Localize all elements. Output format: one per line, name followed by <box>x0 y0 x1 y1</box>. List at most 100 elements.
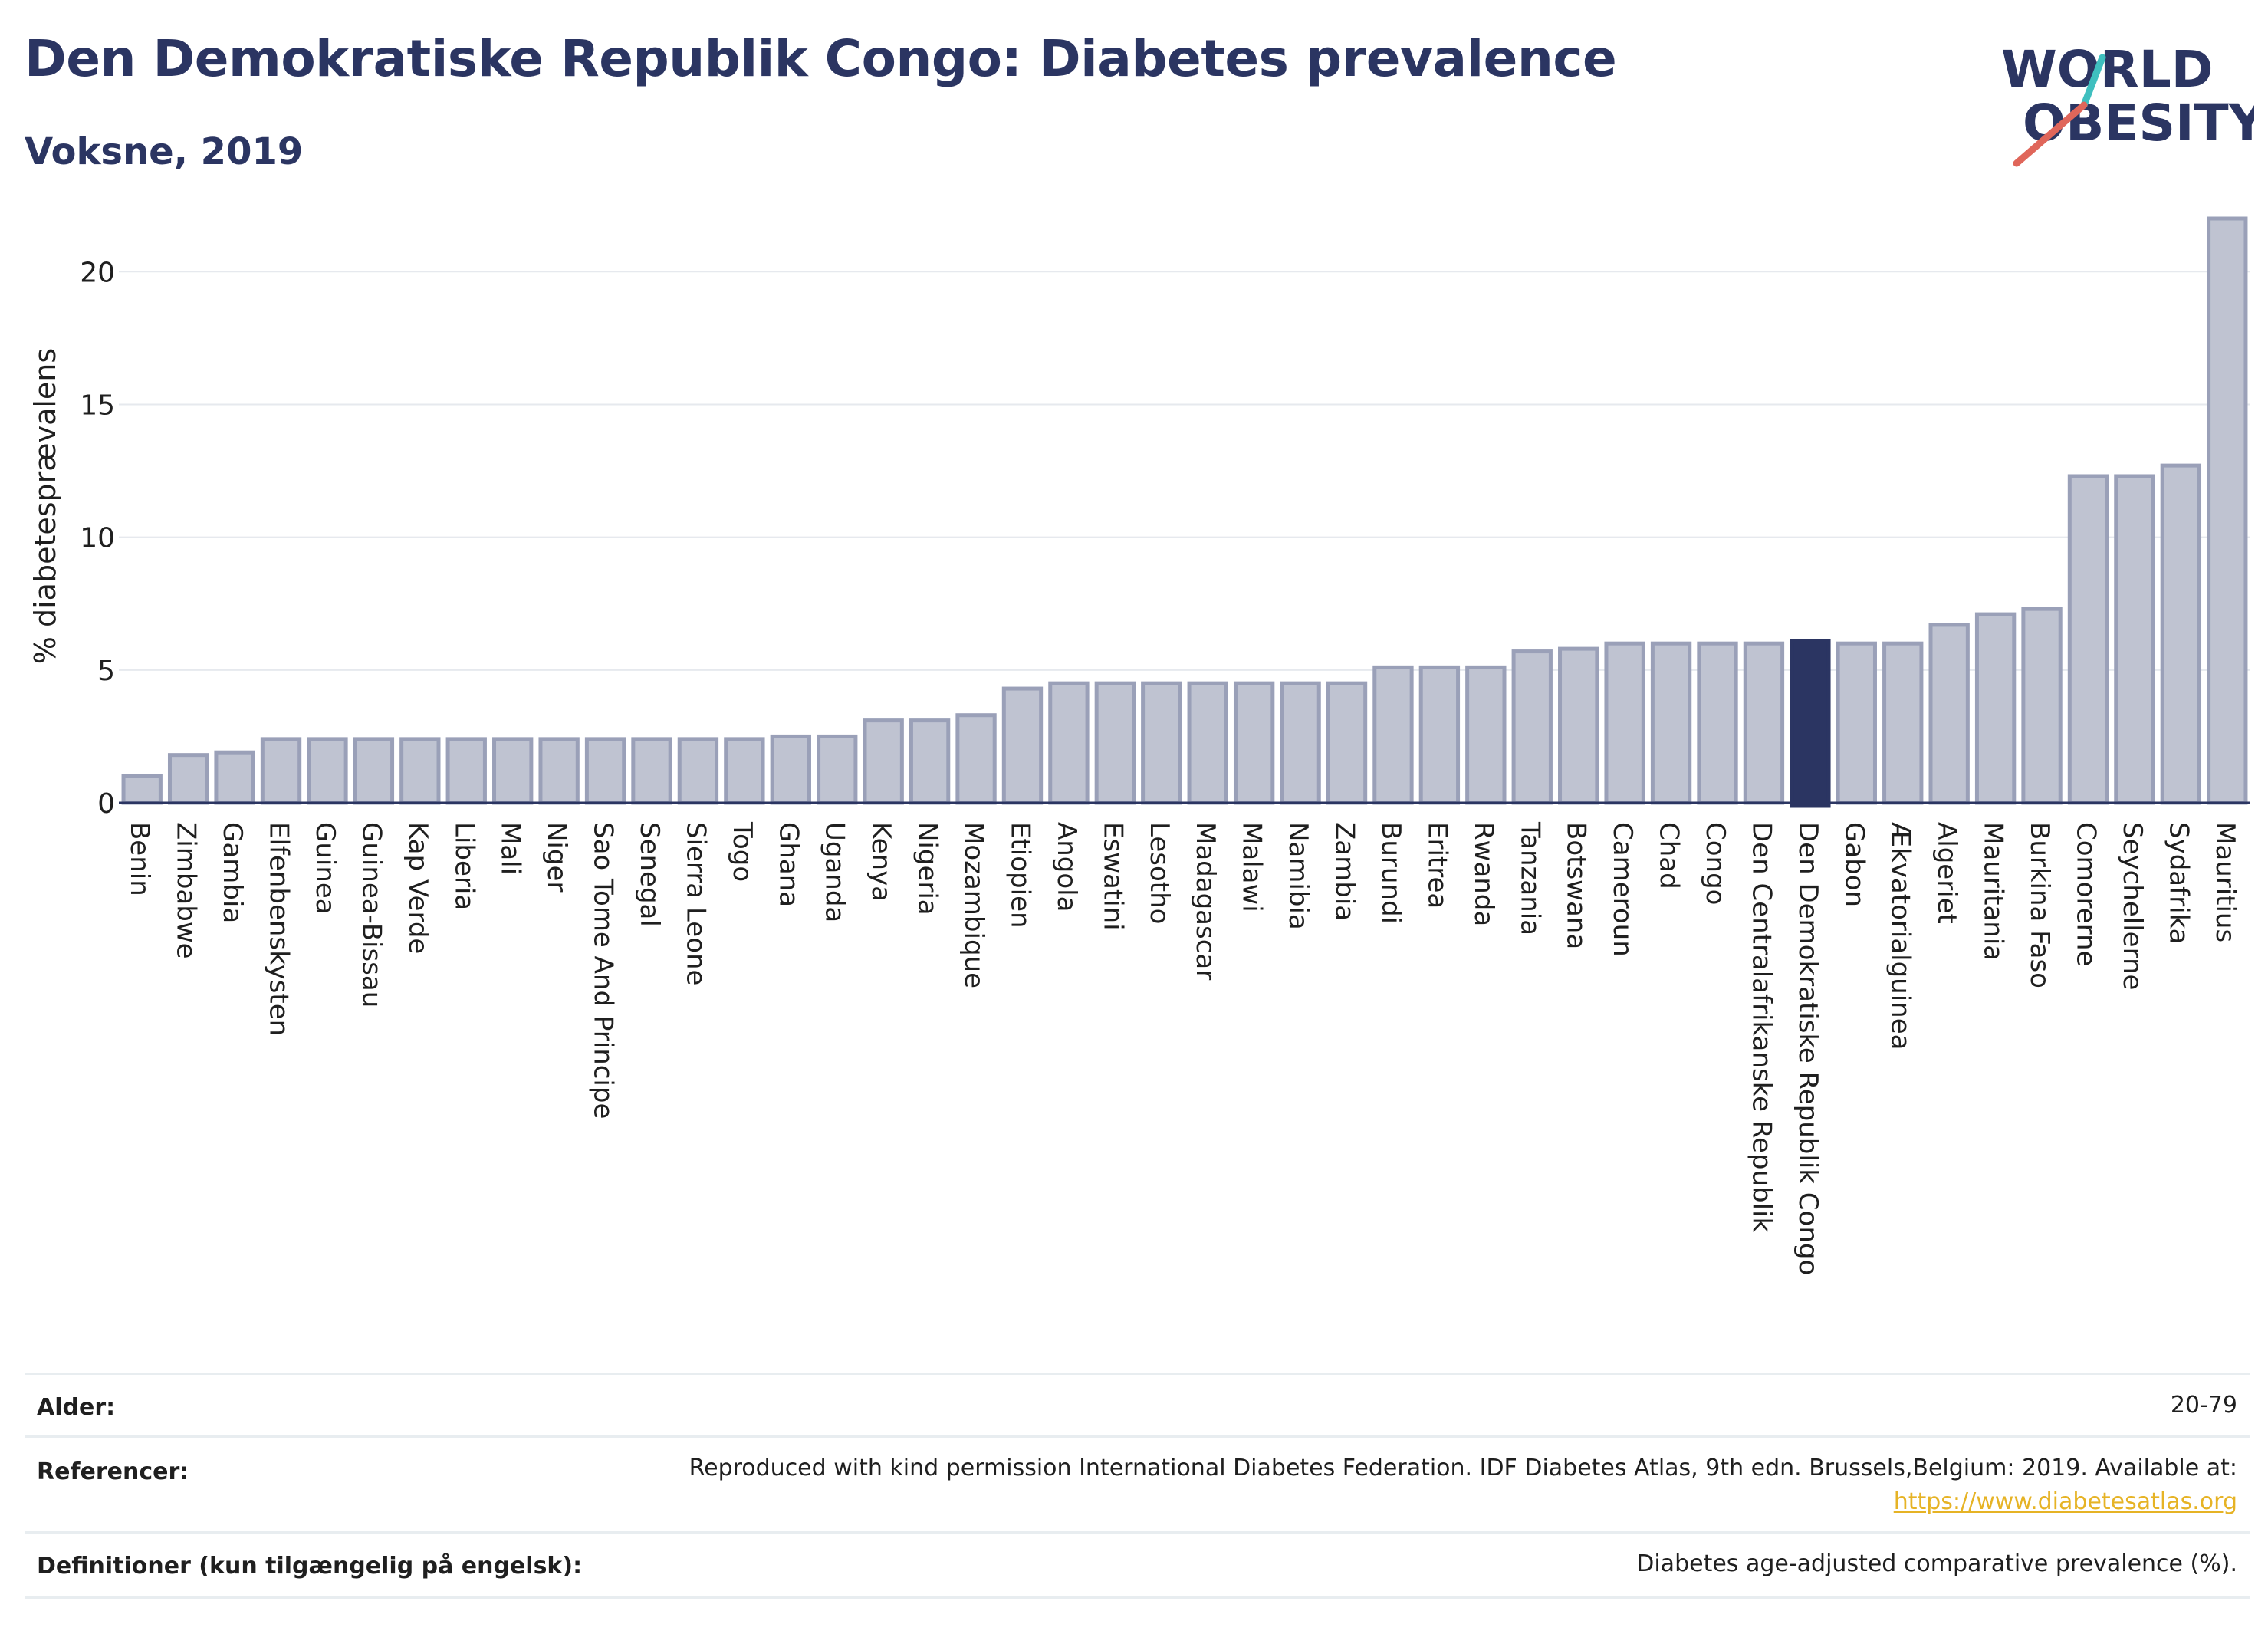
x-tick-label: Benin <box>124 822 155 896</box>
bar-cameroun <box>1604 641 1645 805</box>
bar-togo <box>724 737 765 805</box>
x-tick-label: Liberia <box>449 822 479 910</box>
note-definitions-label: Definitioner (kun tilgængelig på engelsk… <box>37 1553 583 1580</box>
x-tick-label: Malawi <box>1237 822 1267 912</box>
bar-burkina-faso <box>2021 607 2063 805</box>
bar-den-centralafrikanske-republik <box>1743 641 1785 805</box>
x-tick-label: Angola <box>1051 822 1082 912</box>
bar-benin <box>121 774 163 805</box>
bar-malawi <box>1233 681 1275 805</box>
bar-gambia <box>214 750 255 805</box>
x-tick-label: Uganda <box>820 822 850 922</box>
x-tick-label: Niger <box>541 822 572 892</box>
bar-mauritius <box>2207 216 2248 805</box>
logo-slash-bottom <box>2013 101 2088 167</box>
x-tick-label: Lesotho <box>1144 822 1175 924</box>
x-tick-label: Etiopien <box>1004 822 1035 929</box>
x-tick-label: Den Centralafrikanske Republik <box>1746 822 1777 1232</box>
x-tick-label: Sierra Leone <box>680 822 711 985</box>
bar-namibia <box>1280 681 1321 805</box>
world-obesity-logo: WORLD OBESITY <box>2001 35 2254 169</box>
x-tick-label: Zimbabwe <box>171 822 202 959</box>
bar-lesotho <box>1141 681 1182 805</box>
logo-line1: WORLD <box>2001 40 2214 99</box>
bar-ækvatorialguinea <box>1882 641 1924 805</box>
x-tick-label: Tanzania <box>1514 821 1545 935</box>
bar-den-demokratiske-republik-congo <box>1790 639 1831 808</box>
x-tick-label: Sao Tome And Principe <box>588 822 619 1119</box>
bar-guinea <box>307 737 348 805</box>
bar-seychellerne <box>2114 474 2155 805</box>
note-age-value: 20-79 <box>2170 1392 2237 1419</box>
bar-kenya <box>863 718 904 805</box>
x-tick-labels: Benin Zimbabwe Gambia Elfenbenskysten Guinea… <box>124 821 2240 1275</box>
x-tick-label: Guinea-Bissau <box>356 822 386 1008</box>
x-tick-label: Chad <box>1654 822 1685 889</box>
x-tick-label: Eswatini <box>1097 822 1128 931</box>
x-tick-label: Madagascar <box>1190 822 1221 980</box>
bar-mali <box>492 737 534 805</box>
y-tick-labels: 0 5 10 15 20 <box>80 257 115 820</box>
x-tick-label: Sydafrika <box>2163 822 2194 944</box>
x-tick-label: Mozambique <box>958 822 989 988</box>
bar-elfenbenskysten <box>260 737 302 805</box>
bar-comorerne <box>2067 474 2109 805</box>
note-row-references: Referencer: Reproduced with kind permiss… <box>25 1435 2250 1534</box>
logo-slash-top <box>2080 54 2106 109</box>
note-age-label: Alder: <box>37 1394 116 1421</box>
x-tick-label: Senegal <box>634 822 665 927</box>
chart-title: Den Demokratiske Republik Congo: Diabete… <box>25 29 1617 88</box>
y-tick-label: 20 <box>80 257 115 288</box>
x-tick-label: Zambia <box>1330 822 1360 921</box>
y-tick-label: 15 <box>80 390 115 421</box>
bar-ghana <box>770 734 811 805</box>
bar-chad <box>1650 641 1692 805</box>
bar-niger <box>538 737 580 805</box>
bar-sao-tome-and-principe <box>584 737 626 805</box>
bar-chart: 0 5 10 15 20 Benin Zimbabwe Gambia Elfenbenskys… <box>28 216 2250 1275</box>
x-tick-label: Mali <box>495 822 526 875</box>
bars <box>121 216 2248 808</box>
x-tick-label: Elfenbenskysten <box>264 822 294 1036</box>
x-tick-label: Kap Verde <box>403 822 433 954</box>
bar-sierra-leone <box>677 737 719 805</box>
x-tick-label: Comorerne <box>2070 822 2101 966</box>
x-tick-label: Namibia <box>1283 822 1313 930</box>
chart-subtitle: Voksne, 2019 <box>25 130 304 173</box>
bar-uganda <box>817 734 858 805</box>
bar-kap-verde <box>399 737 441 805</box>
x-tick-label: Guinea <box>310 822 340 915</box>
bar-etiopien <box>1001 686 1044 805</box>
diabetes-atlas-link[interactable]: https://www.diabetesatlas.org <box>1893 1488 2237 1515</box>
x-tick-label: Ghana <box>773 822 804 907</box>
bar-algeriet <box>1928 623 1970 805</box>
x-tick-label: Congo <box>1700 822 1731 905</box>
note-references-label: Referencer: <box>37 1458 189 1485</box>
grid-lines <box>119 271 2250 671</box>
bar-gabon <box>1836 641 1877 805</box>
bar-guinea-bissau <box>353 737 395 805</box>
bar-burundi <box>1372 665 1414 805</box>
bar-mozambique <box>955 713 997 805</box>
bar-tanzania <box>1511 649 1553 805</box>
x-tick-label: Ækvatorialguinea <box>1885 822 1916 1050</box>
x-tick-label: Nigeria <box>912 822 943 916</box>
x-tick-label: Gambia <box>217 822 248 923</box>
x-tick-label: Burkina Faso <box>2024 822 2055 988</box>
y-axis-label: % diabetesprævalens <box>28 348 62 664</box>
x-tick-label: Burundi <box>1376 822 1406 924</box>
x-tick-label: Eritrea <box>1422 822 1452 909</box>
bar-sydafrika <box>2160 463 2202 805</box>
bar-liberia <box>445 737 487 805</box>
note-references-value: Reproduced with kind permission Internat… <box>689 1452 2237 1519</box>
bar-zambia <box>1326 681 1368 805</box>
x-tick-label: Kenya <box>866 822 896 902</box>
bar-madagascar <box>1187 681 1228 805</box>
y-tick-label: 5 <box>97 656 115 687</box>
note-definitions-value: Diabetes age-adjusted comparative preval… <box>1636 1550 2237 1577</box>
bar-congo <box>1697 641 1738 805</box>
x-tick-label: Botswana <box>1561 822 1592 949</box>
note-row-age: Alder: 20-79 <box>25 1373 2250 1438</box>
bar-angola <box>1048 681 1090 805</box>
x-tick-label: Seychellerne <box>2117 822 2148 990</box>
